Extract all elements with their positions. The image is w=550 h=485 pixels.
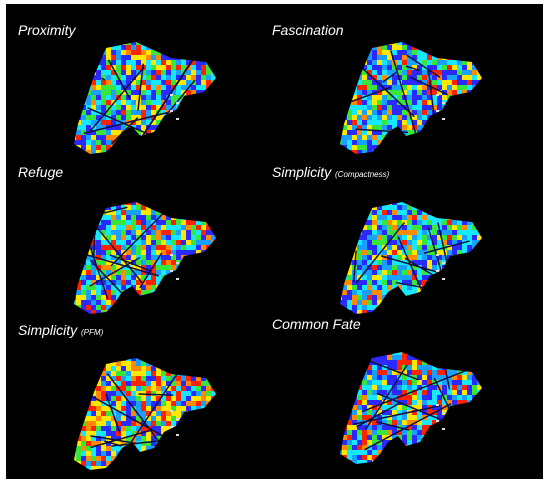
- figure-canvas: Proximity Fascination Refuge Simplicity …: [6, 4, 543, 479]
- map-panel-3: [340, 202, 482, 314]
- panel-title-fascination: Fascination: [272, 22, 344, 38]
- map-panel-5: [340, 352, 482, 464]
- map-panel-2: [74, 202, 216, 314]
- map-panel-4: [74, 358, 216, 470]
- map-panel-0: [74, 42, 216, 154]
- panel-title-refuge: Refuge: [18, 164, 64, 180]
- panel-title-simplicity-pfm: Simplicity (PFM): [18, 322, 104, 338]
- panel-title-simplicity-compactness: Simplicity (Compactness): [272, 164, 390, 180]
- panel-title-common-fate: Common Fate: [272, 316, 361, 332]
- heatmap-maps: [74, 42, 482, 470]
- map-panel-1: [340, 42, 482, 154]
- panel-title-proximity: Proximity: [18, 22, 76, 38]
